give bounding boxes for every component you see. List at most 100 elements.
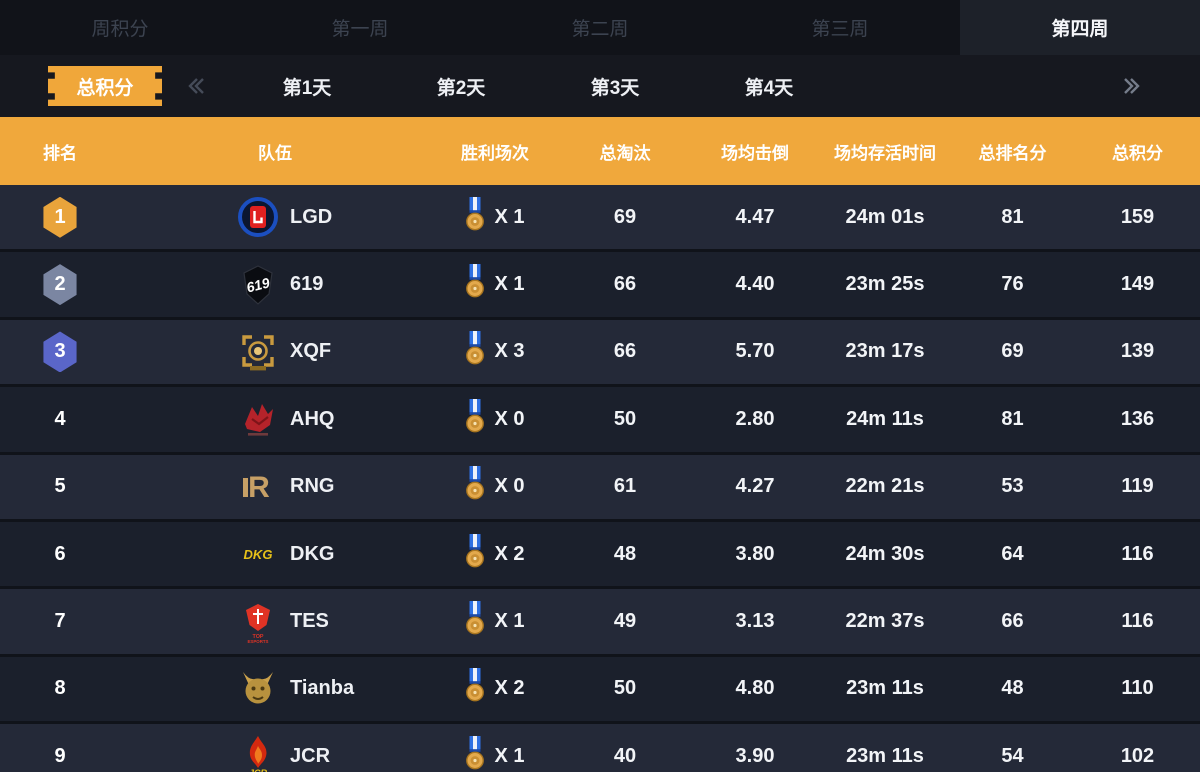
- rank-points-cell: 76: [1001, 273, 1024, 296]
- avg-knockdowns-cell: 4.47: [735, 205, 775, 228]
- double-chevron-right-icon[interactable]: [1120, 74, 1144, 98]
- col-header-eliminations: 总淘汰: [599, 143, 651, 163]
- rank-badge: 7: [54, 610, 66, 633]
- rank-badge: 5: [54, 475, 66, 498]
- team-cell: TOP ESPORTS TES: [120, 589, 430, 653]
- avg-survival-cell: 22m 37s: [845, 610, 925, 633]
- tab-day-2[interactable]: 第2天: [436, 77, 486, 99]
- week-tab-bar: 周积分 第一周 第二周 第三周 第四周: [0, 0, 1200, 55]
- col-header-rank: 排名: [43, 143, 77, 163]
- team-logo-tes: TOP ESPORTS: [235, 599, 281, 645]
- win-count: X 1: [494, 744, 525, 767]
- rank-badge: 2: [43, 264, 77, 306]
- team-name: TES: [290, 610, 329, 633]
- win-count: X 0: [494, 407, 525, 430]
- win-count: X 0: [494, 475, 525, 498]
- avg-survival-cell: 23m 17s: [845, 340, 925, 363]
- rank-cell: 3: [0, 320, 120, 384]
- rank-cell: 5: [0, 455, 120, 519]
- medal-icon: [465, 601, 485, 642]
- table-row[interactable]: 7 TOP ESPORTS TES X 1 49 3.13 22m 37s 66: [0, 589, 1200, 657]
- wins-cell: X 0: [430, 455, 560, 519]
- double-chevron-left-icon[interactable]: [184, 74, 208, 98]
- medal-icon: [465, 668, 485, 709]
- tab-day-4[interactable]: 第4天: [744, 77, 794, 99]
- total-points-cell: 116: [1121, 542, 1154, 565]
- team-logo-jcr: JCR: [235, 733, 281, 772]
- rank-points-cell: 66: [1001, 610, 1024, 633]
- team-name: Tianba: [290, 677, 355, 700]
- avg-survival-cell: 23m 11s: [846, 677, 924, 700]
- avg-knockdowns-cell: 2.80: [735, 407, 775, 430]
- team-cell: DKG DKG: [120, 522, 430, 586]
- table-row[interactable]: 6 DKG DKG X 2 48 3.80 24m 30s 64 116: [0, 521, 1200, 590]
- total-points-cell: 136: [1120, 407, 1155, 430]
- rank-cell: 4: [0, 387, 120, 451]
- win-count: X 3: [494, 340, 525, 363]
- table-header: 排名 队伍 胜利场次 总淘汰 场均击倒 场均存活时间 总排名分 总积分: [0, 117, 1200, 185]
- team-name: LGD: [290, 205, 333, 228]
- medal-icon: [465, 735, 485, 772]
- team-cell: AHQ: [120, 387, 430, 451]
- team-name: RNG: [290, 475, 335, 498]
- win-count: X 1: [494, 610, 525, 633]
- table-row[interactable]: 5 R RNG X 0 61 4.27 22m 21s 53 119: [0, 454, 1200, 522]
- avg-survival-cell: 24m 30s: [845, 542, 925, 565]
- svg-text:TOP: TOP: [253, 634, 264, 640]
- win-count: X 2: [494, 542, 525, 565]
- medal-icon: [465, 398, 485, 440]
- rank-badge: 8: [54, 677, 66, 700]
- total-points-cell: 110: [1121, 677, 1154, 700]
- medal-icon: [465, 331, 485, 372]
- win-count: X 1: [494, 205, 525, 228]
- col-header-rank-points: 总排名分: [978, 143, 1047, 163]
- col-header-avg-survival: 场均存活时间: [834, 143, 936, 163]
- tab-day-3[interactable]: 第3天: [590, 77, 640, 99]
- rank-badge: 1: [43, 196, 77, 238]
- tab-week-2[interactable]: 第二周: [571, 19, 629, 40]
- win-count: X 2: [494, 677, 525, 700]
- eliminations-cell: 49: [613, 610, 637, 633]
- team-cell: JCR JCR: [120, 724, 430, 772]
- team-logo-ahq: [235, 396, 281, 442]
- tab-weekly-points[interactable]: 周积分: [91, 19, 149, 40]
- rank-points-cell: 53: [1001, 475, 1024, 498]
- svg-text:DKG: DKG: [244, 547, 273, 562]
- table-row[interactable]: 1 LGD X 1 69 4.47 24m 01s 81 159: [0, 185, 1200, 253]
- table-row[interactable]: 2 619 619 X 1 66 4.40 23m 25s 76 149: [0, 252, 1200, 320]
- total-points-cell: 119: [1121, 475, 1154, 498]
- table-row[interactable]: 9 JCR JCR X 1 40 3.90 23m 11s 54 102: [0, 724, 1200, 772]
- team-name: XQF: [290, 340, 332, 363]
- rank-badge: 6: [54, 542, 66, 565]
- medal-icon: [465, 533, 485, 575]
- col-header-avg-knockdowns: 场均击倒: [721, 143, 789, 163]
- eliminations-cell: 40: [613, 744, 637, 767]
- team-logo-dkg: DKG: [235, 531, 281, 577]
- avg-knockdowns-cell: 3.90: [735, 744, 775, 767]
- tab-week-3[interactable]: 第三周: [811, 19, 869, 40]
- tab-day-1[interactable]: 第1天: [282, 77, 332, 99]
- avg-knockdowns-cell: 4.40: [735, 273, 775, 296]
- rank-badge: 9: [54, 744, 66, 767]
- medal-icon: [465, 264, 485, 305]
- table-row[interactable]: 3 XQF X 3 66 5.70 23m 17s 69 139: [0, 319, 1200, 388]
- eliminations-cell: 50: [613, 407, 637, 430]
- eliminations-cell: 50: [613, 677, 637, 700]
- total-points-button[interactable]: 总积分: [48, 66, 162, 106]
- avg-knockdowns-cell: 4.27: [735, 475, 775, 498]
- eliminations-cell: 66: [613, 273, 637, 296]
- table-row[interactable]: 4 AHQ X 0 50 2.80 24m 11s 81 136: [0, 387, 1200, 455]
- col-header-team: 队伍: [258, 143, 292, 163]
- team-name: AHQ: [290, 407, 335, 430]
- tab-week-1[interactable]: 第一周: [331, 19, 389, 40]
- team-logo-lgd: [235, 194, 281, 240]
- total-points-cell: 116: [1121, 610, 1154, 633]
- table-body: 1 LGD X 1 69 4.47 24m 01s 81 159: [0, 185, 1200, 772]
- total-points-cell: 102: [1120, 744, 1155, 767]
- team-cell: R RNG: [120, 455, 430, 519]
- tab-week-4[interactable]: 第四周: [960, 0, 1200, 55]
- team-logo-rng: R: [235, 464, 281, 510]
- avg-knockdowns-cell: 3.13: [735, 610, 775, 633]
- table-row[interactable]: 8 Tianba X 2 50 4.80 23m 11s 48 110: [0, 656, 1200, 725]
